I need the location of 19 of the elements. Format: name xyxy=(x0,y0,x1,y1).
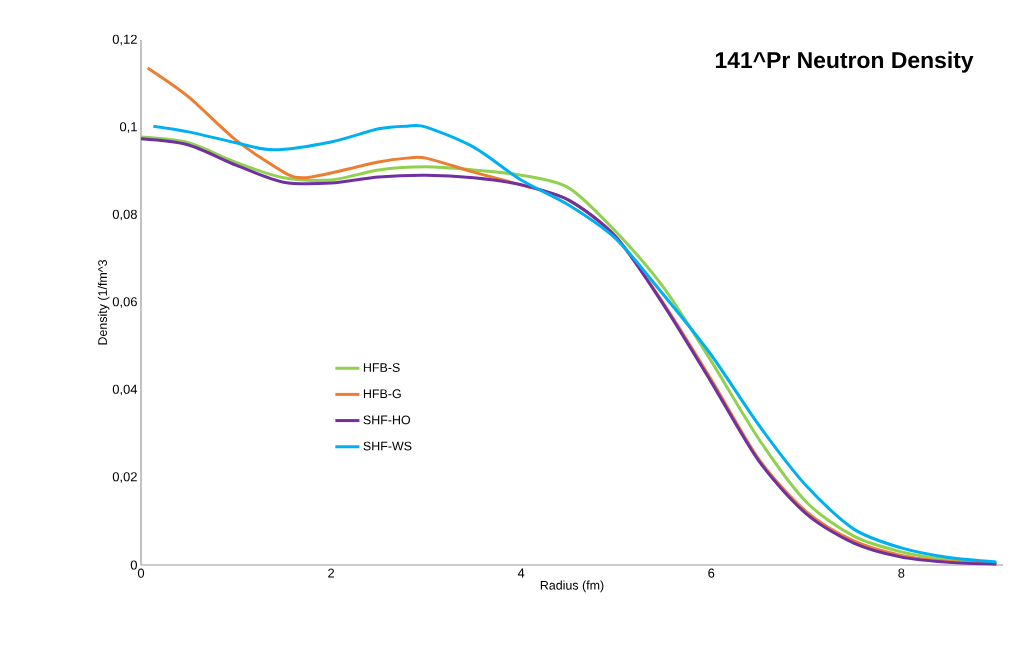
y-tick-label: 0,06 xyxy=(112,297,137,308)
y-axis-title: Density (1/fm^3 xyxy=(97,260,110,345)
legend-label: HFB-S xyxy=(363,363,400,372)
legend-label: SHF-HO xyxy=(363,415,411,425)
x-tick-label: 6 xyxy=(708,568,715,578)
chart-title: 141^Pr Neutron Density xyxy=(715,51,974,73)
x-tick-label: 4 xyxy=(517,568,525,578)
y-tick-label: 0,02 xyxy=(112,472,137,483)
y-tick-label: 0,12 xyxy=(112,34,137,46)
legend-label: SHF-WS xyxy=(363,441,412,451)
y-tick-label: 0,1 xyxy=(119,122,137,133)
x-tick-label: 0 xyxy=(137,568,145,578)
legend-label: HFB-G xyxy=(363,389,401,399)
y-tick-label: 0 xyxy=(130,560,137,570)
x-tick-label: 2 xyxy=(328,568,335,578)
x-tick-label: 8 xyxy=(898,568,905,578)
y-tick-label: 0,08 xyxy=(112,209,137,221)
y-tick-label: 0,04 xyxy=(112,384,138,396)
x-axis-title: Radius (fm) xyxy=(540,580,604,593)
